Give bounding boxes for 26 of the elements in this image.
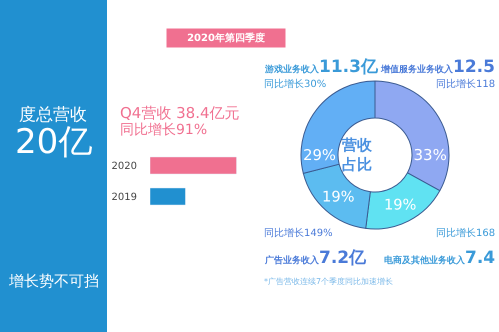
text: 同比增长30%: [264, 78, 326, 90]
slice-label: 广告业务收入: [264, 255, 320, 266]
text: 营收占比: [341, 136, 373, 174]
text: 7.4: [465, 248, 496, 268]
text: 20亿: [15, 122, 92, 162]
text: 同比增长168: [436, 227, 496, 239]
text: 度总营收: [19, 105, 87, 125]
text: 7.2亿: [319, 248, 368, 268]
y-tick-label: 2019: [112, 192, 137, 203]
text: 同比增长118: [436, 78, 496, 90]
text: Q4营收 38.4亿元: [120, 104, 240, 122]
data-label: 19%: [384, 196, 417, 214]
text: 增长势不可挡: [8, 272, 99, 290]
text: 同比增长91%: [120, 122, 208, 138]
slice-label: 电商及其他业务收入: [384, 255, 466, 266]
chart-title: 2020年第四季度: [187, 32, 265, 44]
text: 12.5: [453, 57, 495, 77]
data-label: 33%: [414, 146, 447, 164]
data-label: 29%: [303, 146, 336, 164]
text: 11.3亿: [319, 57, 379, 77]
y-tick-label: 2020: [112, 161, 137, 172]
slice-label: 游戏业务收入: [264, 64, 320, 75]
data-label: 19%: [322, 188, 355, 206]
text: 同比增长149%: [264, 227, 333, 239]
text: *广告营收连续7个季度同比加速增长: [264, 277, 394, 286]
slice-label: 增值服务业务收入: [380, 64, 454, 75]
